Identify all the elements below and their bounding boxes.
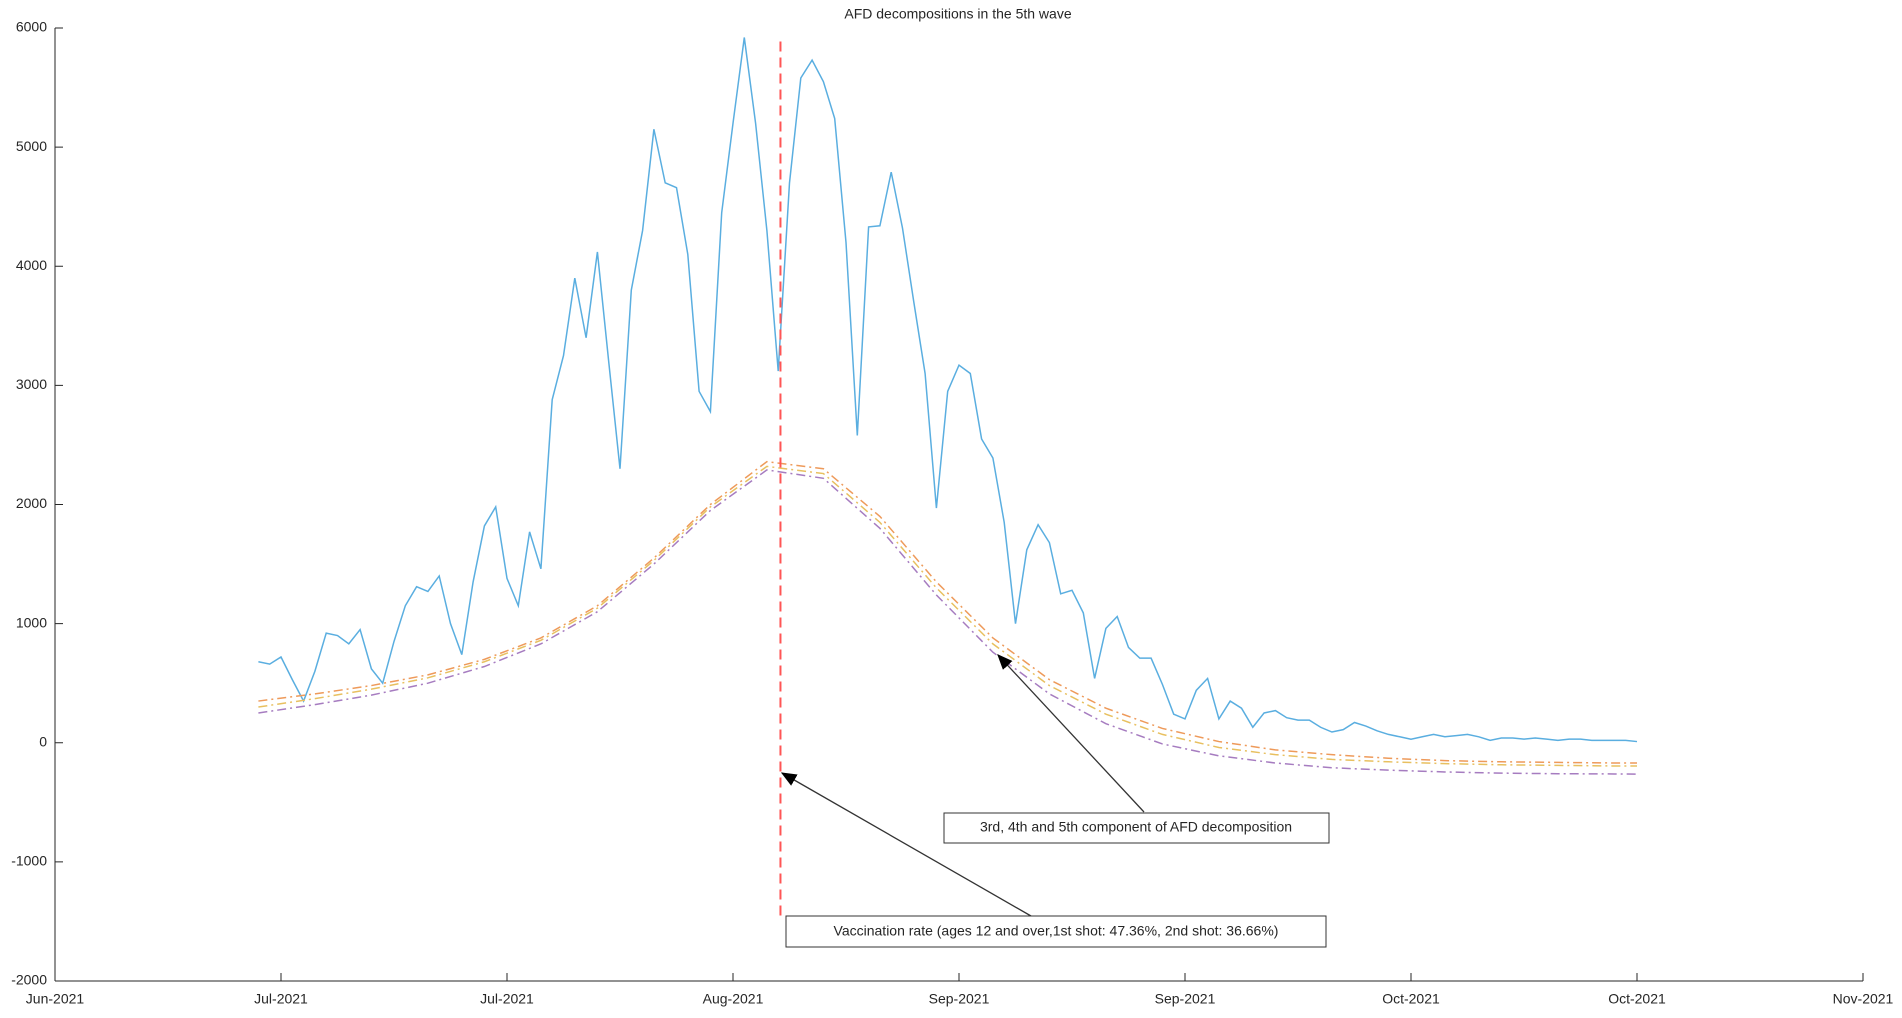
annotation-arrow bbox=[780, 772, 1032, 917]
y-tick-label: 4000 bbox=[16, 257, 47, 273]
series-line bbox=[258, 37, 1638, 743]
y-tick-label: -2000 bbox=[11, 972, 47, 988]
y-tick-label: 2000 bbox=[16, 495, 47, 511]
annotation-box bbox=[785, 915, 1327, 948]
x-tick-label: Nov-2021 bbox=[1833, 991, 1894, 1007]
annotation: 3rd, 4th and 5th component of AFD decomp… bbox=[980, 819, 1292, 835]
x-tick-label: Oct-2021 bbox=[1608, 991, 1666, 1007]
y-tick-label: -1000 bbox=[11, 853, 47, 869]
y-tick-label: 0 bbox=[39, 733, 47, 749]
annotation-arrow bbox=[997, 654, 1145, 813]
y-tick-label: 1000 bbox=[16, 614, 47, 630]
x-tick-label: Aug-2021 bbox=[703, 991, 764, 1007]
x-tick-label: Jun-2021 bbox=[26, 991, 85, 1007]
annotation: Vaccination rate (ages 12 and over,1st s… bbox=[834, 923, 1279, 939]
y-tick-label: 5000 bbox=[16, 138, 47, 154]
series-line bbox=[258, 460, 1637, 764]
x-tick-label: Sep-2021 bbox=[1155, 991, 1216, 1007]
x-tick-label: Sep-2021 bbox=[929, 991, 990, 1007]
y-tick-label: 3000 bbox=[16, 376, 47, 392]
y-tick-label: 6000 bbox=[16, 19, 47, 35]
x-tick-label: Oct-2021 bbox=[1382, 991, 1440, 1007]
x-tick-label: Jul-2021 bbox=[480, 991, 534, 1007]
series-line bbox=[258, 469, 1638, 775]
chart-title: AFD decompositions in the 5th wave bbox=[844, 6, 1071, 22]
series-line bbox=[258, 465, 1637, 767]
x-tick-label: Jul-2021 bbox=[254, 991, 308, 1007]
annotation-box bbox=[943, 812, 1330, 844]
